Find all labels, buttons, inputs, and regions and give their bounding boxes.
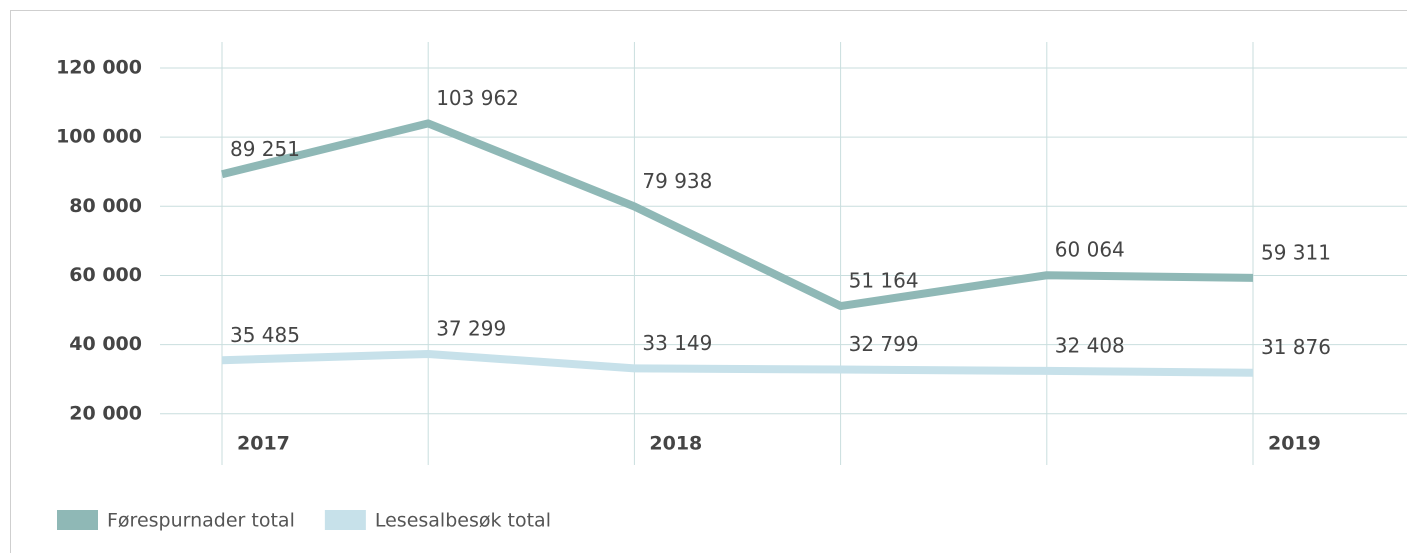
data-label: 35 485 bbox=[230, 323, 300, 347]
data-label: 89 251 bbox=[230, 137, 300, 161]
y-tick-label: 100 000 bbox=[56, 126, 142, 148]
data-label: 79 938 bbox=[642, 169, 712, 193]
y-tick-label: 60 000 bbox=[69, 264, 142, 286]
series-line bbox=[221, 349, 1254, 377]
data-label: 51 164 bbox=[849, 269, 919, 293]
data-label: 31 876 bbox=[1261, 335, 1331, 359]
legend-swatch bbox=[57, 510, 98, 530]
y-tick-label: 20 000 bbox=[69, 402, 142, 424]
data-label: 33 149 bbox=[642, 331, 712, 355]
y-tick-label: 120 000 bbox=[56, 56, 142, 78]
data-label: 60 064 bbox=[1055, 238, 1125, 262]
series-line bbox=[221, 119, 1254, 311]
x-tick-label: 2019 bbox=[1268, 433, 1321, 455]
x-tick-label: 2017 bbox=[237, 433, 290, 455]
data-label: 37 299 bbox=[436, 316, 506, 340]
y-tick-label: 40 000 bbox=[69, 333, 142, 355]
data-label: 59 311 bbox=[1261, 240, 1331, 264]
frame bbox=[10, 10, 1407, 553]
data-label: 32 408 bbox=[1055, 333, 1125, 357]
y-tick-label: 80 000 bbox=[69, 195, 142, 217]
legend-label: Lesesalbesøk total bbox=[375, 510, 551, 532]
x-tick-label: 2018 bbox=[649, 433, 702, 455]
data-label: 103 962 bbox=[436, 86, 519, 110]
legend-swatch bbox=[324, 510, 366, 530]
data-label: 32 799 bbox=[849, 332, 919, 356]
legend-label: Førespurnader total bbox=[107, 510, 295, 532]
